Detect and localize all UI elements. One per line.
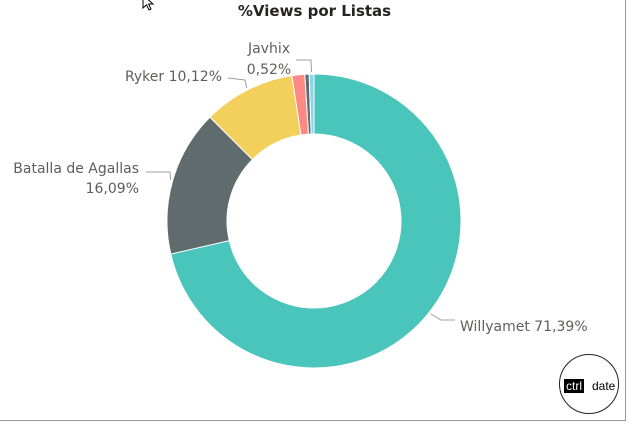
- leader-line-batalla: [146, 171, 172, 181]
- ctrl-date-logo: ctrl date: [559, 354, 619, 414]
- leader-line-ryker: [227, 77, 248, 89]
- logo-date-text: date: [592, 379, 616, 393]
- data-label-javhix-name: Javhix: [247, 41, 290, 57]
- slice-willyamet[interactable]: [170, 73, 462, 369]
- logo-ctrl-text: ctrl: [564, 379, 584, 393]
- data-label-batalla-name: Batalla de Agallas: [13, 161, 139, 177]
- leader-line-javhix: [296, 59, 313, 73]
- data-label-ryker: Ryker 10,12%: [125, 69, 222, 85]
- mouse-pointer-icon: [142, 0, 155, 11]
- data-label-willyamet: Willyamet 71,39%: [460, 319, 588, 335]
- data-label-batalla-pct: 16,09%: [86, 181, 139, 197]
- slice-javhix[interactable]: [308, 73, 315, 135]
- chart-title: %Views por Listas: [237, 2, 392, 20]
- data-label-javhix-pct: 0,52%: [247, 62, 291, 78]
- leader-line-willyamet: [430, 313, 455, 321]
